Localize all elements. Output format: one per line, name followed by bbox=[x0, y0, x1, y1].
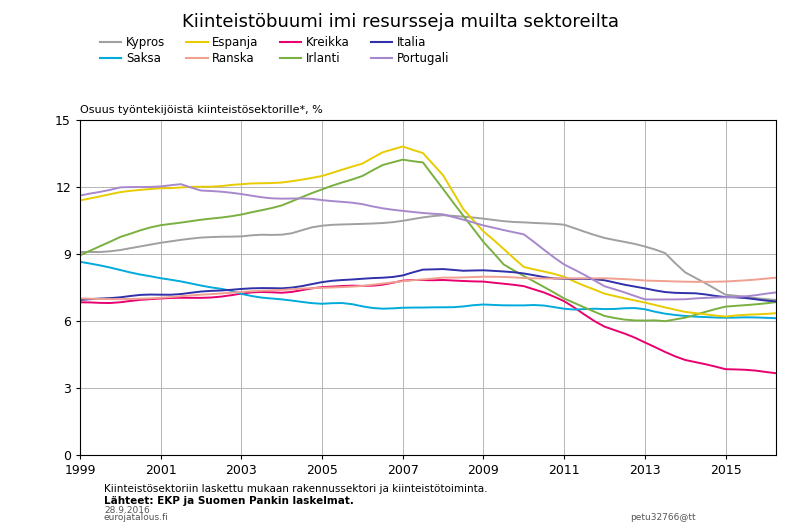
Text: petu32766@tt: petu32766@tt bbox=[630, 513, 696, 522]
Text: eurojatalous.fi: eurojatalous.fi bbox=[104, 513, 169, 522]
Legend: Kypros, Saksa, Espanja, Ranska, Kreikka, Irlanti, Italia, Portugali: Kypros, Saksa, Espanja, Ranska, Kreikka,… bbox=[100, 36, 450, 65]
Text: Lähteet: EKP ja Suomen Pankin laskelmat.: Lähteet: EKP ja Suomen Pankin laskelmat. bbox=[104, 496, 354, 506]
Text: Osuus työntekijöistä kiinteistösektorille*, %: Osuus työntekijöistä kiinteistösektorill… bbox=[80, 105, 322, 115]
Text: Kiinteistöbuumi imi resursseja muilta sektoreilta: Kiinteistöbuumi imi resursseja muilta se… bbox=[182, 13, 618, 31]
Text: 28.9.2016: 28.9.2016 bbox=[104, 506, 150, 515]
Text: Kiinteistösektoriin laskettu mukaan rakennussektori ja kiinteistötoiminta.: Kiinteistösektoriin laskettu mukaan rake… bbox=[104, 484, 487, 494]
